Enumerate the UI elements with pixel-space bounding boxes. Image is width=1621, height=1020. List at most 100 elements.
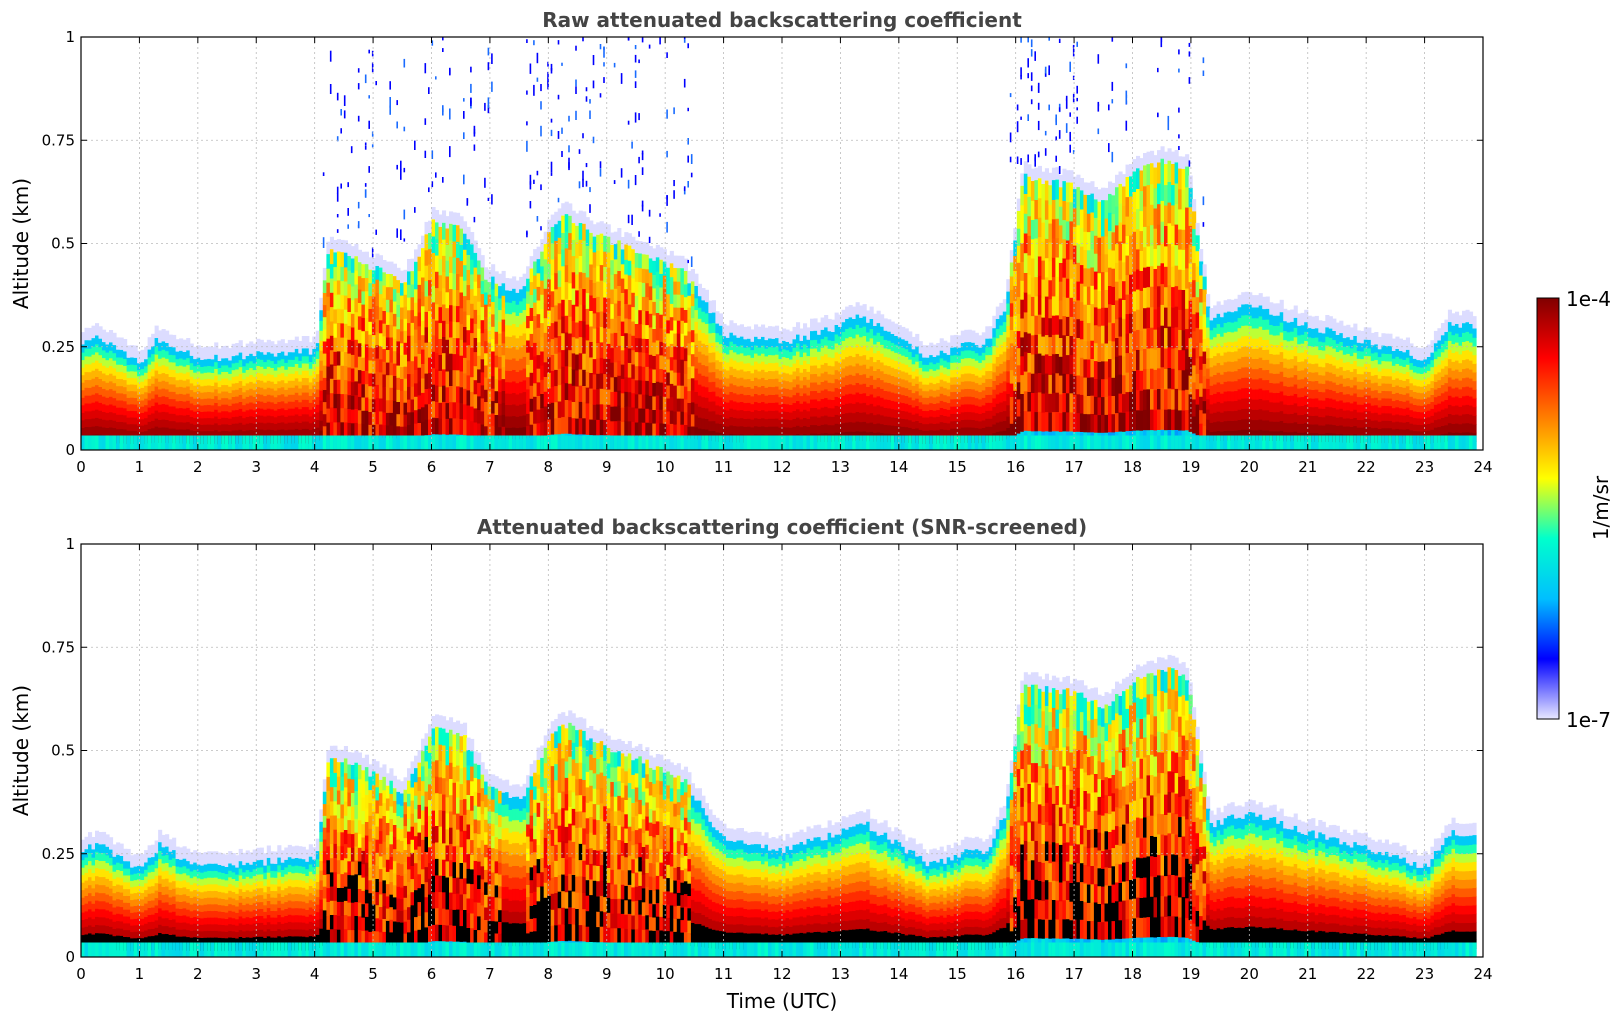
heatmap-cell [603,435,608,450]
heatmap-cell [568,366,573,384]
heatmap-cell [424,435,429,450]
heatmap-cell [291,339,296,353]
heatmap-cell [1062,392,1067,413]
heatmap-cell [862,354,867,365]
heatmap-cell [452,321,457,338]
heatmap-cell [596,311,601,328]
heatmap-cell [494,354,499,368]
heatmap-cell [315,358,320,367]
heatmap-cell [168,369,173,377]
heatmap-cell [722,352,727,362]
heatmap-cell [1027,391,1032,412]
heatmap-cell [782,356,787,365]
heatmap-cell [554,321,559,338]
heatmap-cell [939,435,944,450]
heatmap-cell [655,312,660,327]
heatmap-cell [445,402,450,419]
heatmap-cell [915,435,920,450]
heatmap-cell [147,421,152,430]
heatmap-cell [841,358,846,369]
heatmap-cell [414,342,419,357]
heatmap-cell [655,422,660,437]
heatmap-cell [564,332,569,350]
noise-pixel [687,259,689,264]
heatmap-cell [557,319,562,336]
heatmap-cell [676,268,681,282]
heatmap-cell [368,411,373,425]
heatmap-cell [438,290,443,308]
heatmap-cell [175,407,180,416]
heatmap-cell [547,325,552,342]
noise-pixel [526,90,528,95]
heatmap-cell [280,358,285,367]
heatmap-cell [799,387,804,397]
heatmap-cell [105,412,110,421]
heatmap-cell [824,344,829,355]
heatmap-cell [992,397,997,408]
heatmap-cell [1062,168,1067,182]
heatmap-cell [936,382,941,390]
heatmap-cell [189,355,194,364]
heatmap-cell [960,366,965,375]
heatmap-cell [347,256,352,271]
heatmap-cell [967,365,972,374]
noise-pixel [603,77,605,83]
heatmap-cell [284,389,289,397]
heatmap-cell [550,322,555,340]
heatmap-cell [638,281,643,297]
heatmap-cell [305,348,310,357]
heatmap-cell [154,325,159,338]
heatmap-cell [291,408,296,416]
heatmap-cell [631,292,636,308]
heatmap-cell [953,334,958,348]
heatmap-cell [1037,372,1042,393]
noise-pixel [603,62,605,67]
heatmap-cell [438,338,443,355]
heatmap-cell [270,394,275,403]
heatmap-cell [596,222,601,235]
heatmap-cell [95,376,100,386]
heatmap-cell [771,338,776,348]
heatmap-cell [1069,182,1074,203]
heatmap-cell [340,337,345,352]
heatmap-cell [231,435,236,450]
heatmap-cell [165,381,170,390]
heatmap-cell [287,352,292,360]
heatmap-cell [266,415,271,423]
heatmap-cell [203,378,208,386]
heatmap-cell [424,249,429,266]
heatmap-cell [939,350,944,359]
heatmap-cell [1072,375,1077,395]
heatmap-cell [540,365,545,380]
heatmap-cell [904,372,909,381]
heatmap-cell [1086,340,1091,360]
heatmap-cell [396,435,401,450]
heatmap-cell [305,377,310,386]
heatmap-cell [301,370,306,378]
heatmap-cell [203,430,208,438]
heatmap-cell [838,335,843,346]
heatmap-cell [287,380,292,388]
heatmap-cell [876,323,881,333]
noise-pixel [347,182,349,188]
heatmap-cell [133,384,138,392]
heatmap-cell [992,415,997,425]
heatmap-cell [91,362,96,371]
heatmap-cell [221,371,226,379]
heatmap-cell [866,386,871,397]
noise-pixel [1097,54,1100,64]
heatmap-cell [347,269,352,285]
heatmap-cell [603,373,608,390]
heatmap-cell [329,306,334,322]
noise-pixel [687,181,689,188]
noise-pixel [1048,37,1050,41]
heatmap-cell [754,417,759,427]
heatmap-cell [936,355,941,363]
heatmap-cell [442,320,447,337]
heatmap-cell [694,297,699,311]
heatmap-cell [957,398,962,407]
heatmap-cell [1079,320,1084,340]
heatmap-cell [1062,257,1067,278]
heatmap-cell [368,372,373,387]
heatmap-cell [890,425,895,434]
